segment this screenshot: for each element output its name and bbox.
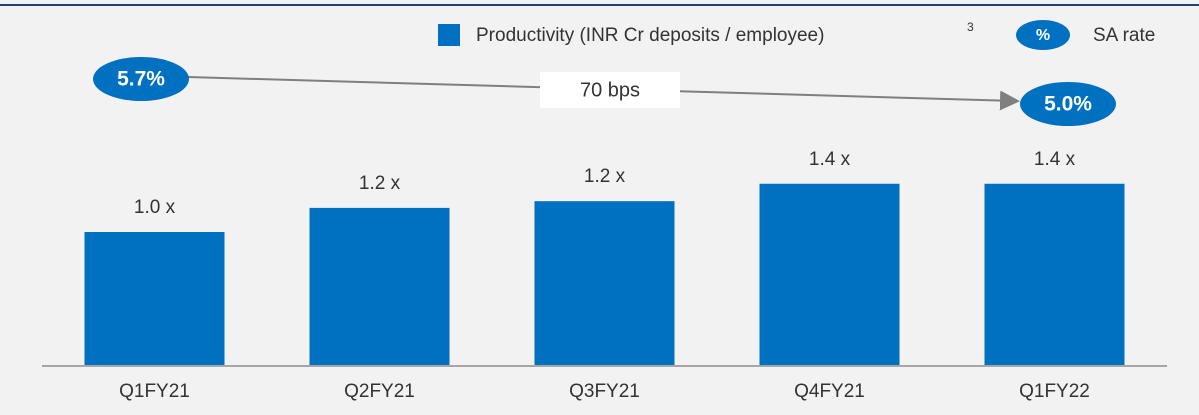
bar xyxy=(309,207,450,366)
bar xyxy=(759,183,900,366)
legend-footnote: 3 xyxy=(967,20,974,34)
change-box xyxy=(540,72,680,108)
start-label: 5.7% xyxy=(117,68,165,91)
x-tick-label: Q1FY21 xyxy=(119,381,190,402)
change-label: 70 bps xyxy=(580,79,640,101)
bar xyxy=(84,232,225,366)
start-ellipse xyxy=(93,57,189,101)
data-label: 1.4 x xyxy=(809,149,851,170)
bar xyxy=(984,183,1125,366)
data-label: 1.4 x xyxy=(1034,149,1076,170)
end-ellipse xyxy=(1020,82,1116,126)
legend-rate-ellipse xyxy=(1016,20,1070,50)
x-tick-label: Q2FY21 xyxy=(344,381,415,402)
x-tick-label: Q4FY21 xyxy=(794,381,865,402)
data-label: 1.0 x xyxy=(134,197,176,218)
x-tick-label: Q1FY22 xyxy=(1019,381,1090,402)
bar xyxy=(534,201,675,366)
legend-label: Productivity (INR Cr deposits / employee… xyxy=(476,25,824,46)
data-label: 1.2 x xyxy=(359,173,401,194)
x-tick-label: Q3FY21 xyxy=(569,381,640,402)
legend-rate-label: SA rate xyxy=(1093,25,1155,46)
legend-rate-symbol: % xyxy=(1036,27,1050,44)
legend-swatch xyxy=(438,24,460,46)
data-label: 1.2 x xyxy=(584,166,626,187)
end-label: 5.0% xyxy=(1044,93,1092,116)
